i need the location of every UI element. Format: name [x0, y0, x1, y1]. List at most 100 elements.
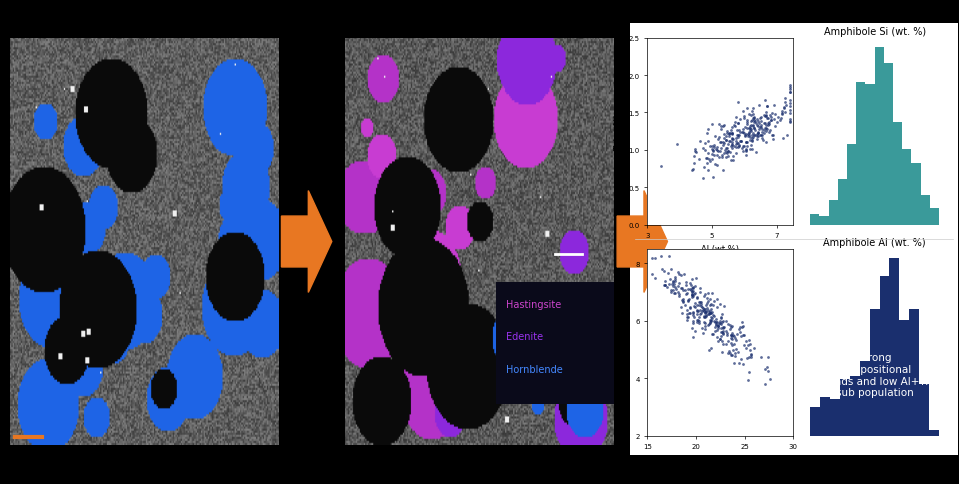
Point [750, 118, 765, 125]
Point [743, 350, 759, 358]
Point [728, 337, 743, 345]
Point [660, 270, 675, 278]
Point [759, 103, 774, 110]
Point [713, 138, 729, 146]
Point [722, 137, 737, 145]
Point [695, 307, 711, 315]
Point [783, 109, 798, 117]
Point [729, 141, 744, 149]
Point [713, 145, 729, 153]
Point [667, 290, 682, 298]
Point [772, 117, 787, 125]
Point [718, 137, 734, 145]
Point [716, 135, 732, 142]
Point [694, 325, 710, 333]
Point [679, 291, 694, 299]
Point [705, 302, 720, 309]
Point [695, 304, 711, 312]
Point [740, 130, 756, 138]
Point [725, 335, 740, 343]
Point [692, 289, 708, 297]
Point [700, 305, 715, 313]
Point [690, 307, 705, 315]
Point [779, 132, 794, 139]
Bar [930, 209, 939, 225]
Point [647, 255, 663, 262]
Point [692, 138, 708, 146]
Point [699, 295, 714, 302]
Point [727, 335, 742, 343]
Point [700, 166, 715, 174]
Point [685, 284, 700, 292]
Point [760, 367, 776, 375]
Point [753, 124, 768, 132]
Point [704, 305, 719, 313]
Bar [820, 397, 830, 436]
Point [744, 117, 760, 125]
Bar [920, 384, 929, 436]
Point [713, 318, 729, 326]
Point [691, 314, 707, 321]
Point [674, 309, 690, 317]
Point [705, 156, 720, 164]
Point [744, 138, 760, 146]
Point [713, 315, 729, 323]
Point [747, 127, 762, 135]
Point [714, 323, 730, 331]
Point [664, 288, 679, 296]
Point [720, 338, 736, 346]
Point [736, 113, 751, 121]
Point [698, 312, 713, 320]
Point [658, 278, 673, 286]
Point [740, 377, 756, 384]
Bar [890, 258, 900, 436]
Point [713, 329, 729, 336]
Point [721, 349, 737, 357]
Point [764, 132, 780, 140]
Point [709, 144, 724, 151]
Point [702, 319, 717, 327]
Point [700, 160, 715, 168]
Point [739, 142, 755, 150]
Point [728, 135, 743, 142]
Point [742, 123, 758, 131]
Point [740, 342, 756, 349]
Point [761, 121, 777, 128]
Title: Amphibole Si (wt. %): Amphibole Si (wt. %) [824, 27, 925, 37]
Point [750, 133, 765, 141]
Point [747, 119, 762, 127]
Point [700, 297, 715, 305]
Point [739, 117, 755, 125]
Point [727, 122, 742, 130]
Point [765, 132, 781, 139]
Point [746, 132, 761, 140]
Point [783, 107, 798, 115]
Point [738, 139, 754, 147]
Point [742, 137, 758, 145]
Point [721, 133, 737, 140]
Point [732, 116, 747, 123]
Point [706, 174, 721, 182]
Point [727, 122, 742, 130]
Point [746, 134, 761, 141]
Point [738, 148, 754, 155]
Point [749, 131, 764, 139]
Point [744, 132, 760, 140]
Point [741, 111, 757, 119]
Point [702, 320, 717, 328]
Point [706, 312, 721, 320]
Point [668, 285, 684, 293]
Point [716, 122, 732, 130]
Point [681, 297, 696, 305]
Point [705, 148, 720, 156]
Point [762, 117, 778, 125]
Point [714, 337, 730, 345]
Bar [810, 408, 820, 436]
Point [715, 138, 731, 146]
Point [739, 354, 755, 362]
Point [731, 126, 746, 134]
Point [758, 380, 773, 388]
Point [690, 317, 705, 324]
Point [753, 118, 768, 125]
Point [710, 147, 725, 155]
